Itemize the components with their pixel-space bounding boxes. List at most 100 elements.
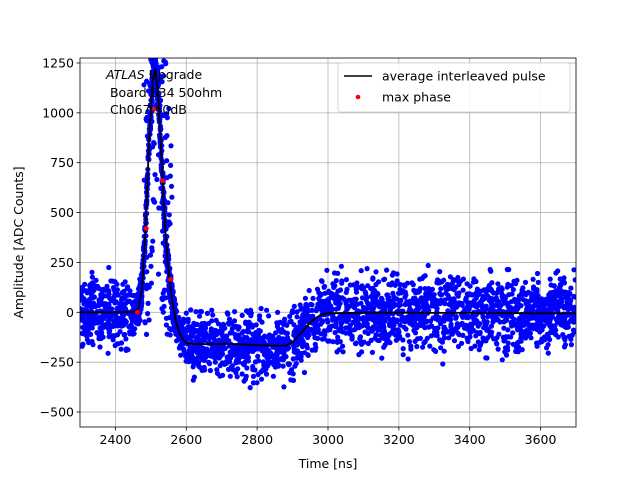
sample-point [441,335,447,341]
sample-point [556,304,562,310]
sample-point [233,352,240,358]
sample-point [99,300,105,306]
legend-label-average-pulse: average interleaved pulse [382,69,546,84]
sample-point [267,338,273,344]
sample-point [545,334,551,340]
sample-point [472,320,478,326]
sample-point [312,341,318,347]
max-phase-point [143,226,149,231]
sample-point [142,319,148,325]
legend-label-max-phase: max phase [382,90,451,105]
max-phase-point [152,106,157,112]
sample-point [568,336,574,342]
sample-point [431,292,437,298]
sample-point [347,322,353,328]
sample-point [112,333,118,339]
sample-point [326,289,332,295]
sample-point [212,359,218,365]
sample-point [385,337,391,343]
sample-point [552,292,558,298]
sample-point [359,341,365,347]
sample-point [210,312,216,318]
sample-point [395,328,401,334]
sample-point [159,295,165,301]
sample-point [406,339,412,345]
sample-point [191,361,197,367]
sample-point [562,337,568,343]
sample-point [570,327,576,333]
sample-point [274,349,280,355]
sample-point [405,356,411,362]
sample-point [412,319,418,325]
sample-point [337,339,343,345]
sample-point [400,346,406,352]
sample-point [146,284,152,290]
sample-point [481,325,487,331]
sample-point [570,306,576,312]
sample-point [154,176,160,183]
sample-point [225,311,231,317]
sample-point [425,290,431,296]
x-axis-label: Time [ns] [298,456,358,471]
sample-point [172,327,178,333]
sample-point [467,283,473,289]
sample-point [152,58,159,62]
sample-point [174,338,180,344]
sample-point [499,291,505,297]
x-tick-label: 3600 [525,432,557,447]
sample-point [392,301,398,307]
sample-point [328,308,334,314]
sample-point [371,305,377,311]
sample-point [407,317,413,323]
sample-point [408,346,414,352]
y-tick-label: −250 [40,355,74,370]
sample-point [336,303,342,309]
sample-point [279,326,285,333]
sample-point [394,319,400,325]
sample-point [163,61,169,67]
sample-point [116,301,122,307]
sample-point [82,317,88,323]
sample-point [446,335,452,341]
sample-point [216,337,222,343]
sample-point [510,287,516,293]
sample-point [493,335,499,342]
sample-point [288,377,294,383]
sample-point [168,183,175,189]
sample-point [185,319,191,325]
sample-point [415,289,421,295]
sample-point [257,313,263,319]
sample-point [455,330,461,336]
sample-point [534,270,541,277]
sample-point [530,286,537,292]
x-tick-label: 2600 [170,432,202,447]
sample-point [198,309,204,315]
sample-point [242,344,248,350]
sample-point [314,286,321,292]
sample-point [322,332,328,338]
sample-point [477,299,483,305]
sample-point [258,376,265,382]
sample-point [568,285,574,291]
sample-point [340,349,346,355]
sample-point [181,347,187,353]
sample-point [246,329,252,335]
sample-point [256,328,262,334]
sample-point [510,330,516,336]
annotation-line-1: ATLAS Upgrade [105,67,202,82]
sample-point [343,325,349,331]
sample-point [252,334,258,340]
sample-point [163,315,169,321]
sample-point [412,315,418,321]
sample-point [373,294,379,300]
sample-point [455,343,462,350]
sample-point [145,311,151,317]
sample-point [349,336,355,342]
sample-point [557,281,564,288]
sample-point [332,296,338,302]
sample-point [306,314,312,321]
sample-point [520,313,526,319]
sample-point [534,293,540,299]
sample-point [536,298,542,304]
sample-point [537,329,543,335]
